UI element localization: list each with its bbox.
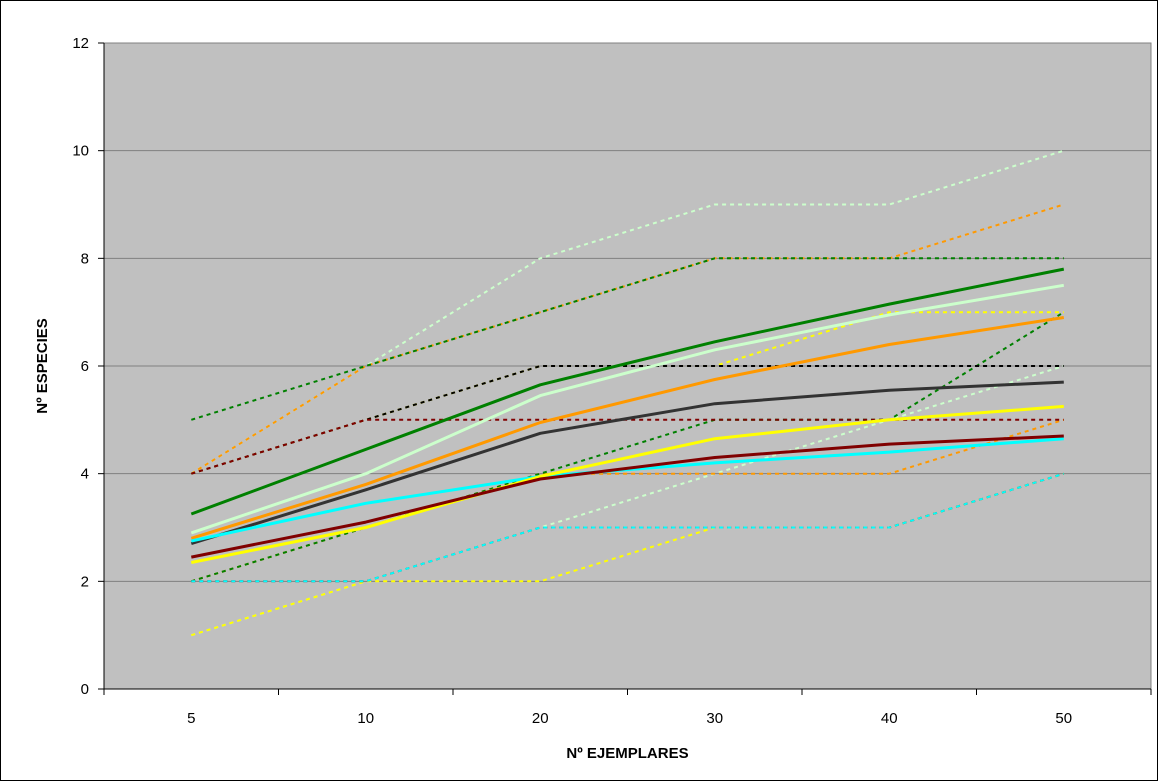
x-axis-title: Nº EJEMPLARES [566, 745, 688, 762]
x-tick-label-4: 40 [881, 710, 898, 727]
y-tick-label-1: 2 [81, 573, 89, 590]
series-line-1 [190, 283, 1065, 535]
x-tick-label-0: 5 [187, 710, 195, 727]
y-tick-label-2: 4 [81, 466, 89, 483]
series-line-6 [191, 434, 1064, 559]
series-line-0 [190, 267, 1065, 516]
series-line-3 [190, 380, 1064, 546]
x-tick-label-2: 20 [532, 710, 549, 727]
series-line-12 [191, 311, 1065, 583]
solid-series-group [190, 267, 1065, 564]
y-tick-label-3: 6 [81, 358, 89, 375]
gridlines [104, 42, 1151, 582]
x-tick-label-3: 30 [706, 710, 723, 727]
dotted-series-group [190, 149, 1065, 637]
y-axis-title: Nº ESPECIES [34, 318, 51, 414]
y-tick-label-6: 12 [72, 35, 89, 52]
y-tick-labels: 0 2 4 6 8 10 12 [72, 35, 89, 698]
series-line-18 [191, 472, 1065, 583]
series-line-11 [191, 257, 1064, 421]
series-line-16 [191, 418, 1064, 475]
series-line-5 [191, 404, 1064, 564]
axes [98, 42, 1152, 695]
y-tick-label-0: 0 [81, 681, 89, 698]
y-tick-label-4: 8 [81, 250, 89, 267]
x-tick-labels: 5 10 20 30 40 50 [187, 710, 1072, 727]
series-line-2 [190, 316, 1065, 540]
x-tick-label-5: 50 [1055, 710, 1072, 727]
x-tick-label-1: 10 [357, 710, 374, 727]
y-tick-label-5: 10 [72, 143, 89, 160]
series-line-9 [190, 203, 1065, 475]
